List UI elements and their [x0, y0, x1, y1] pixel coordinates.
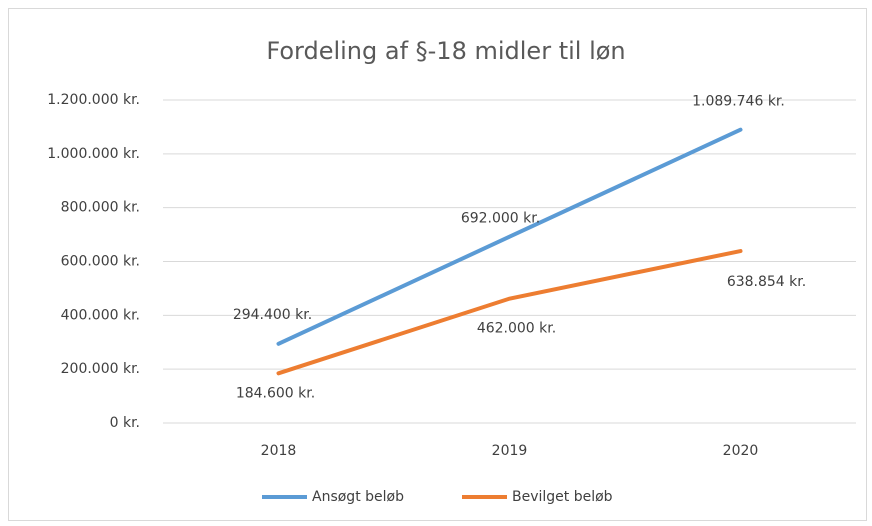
data-label: 638.854 kr. [727, 274, 806, 290]
x-tick-label: 2018 [261, 443, 297, 459]
y-tick-label: 0 kr. [110, 415, 140, 431]
chart-frame [8, 8, 867, 521]
data-label: 462.000 kr. [477, 321, 556, 337]
x-tick-label: 2020 [723, 443, 759, 459]
data-label: 184.600 kr. [236, 385, 315, 401]
data-label: 294.400 kr. [233, 307, 312, 323]
series-line [276, 127, 743, 346]
y-tick-label: 1.200.000 kr. [47, 92, 140, 108]
y-tick-label: 400.000 kr. [61, 307, 140, 323]
series-line [276, 249, 743, 376]
data-label: 1.089.746 kr. [692, 94, 785, 110]
y-tick-label: 200.000 kr. [61, 361, 140, 377]
y-tick-label: 800.000 kr. [61, 200, 140, 216]
y-tick-label: 600.000 kr. [61, 254, 140, 270]
legend-label: Bevilget beløb [512, 489, 613, 505]
x-tick-label: 2019 [492, 443, 528, 459]
legend-label: Ansøgt beløb [312, 489, 404, 505]
chart-title: Fordeling af §-18 midler til løn [266, 37, 625, 65]
y-tick-label: 1.000.000 kr. [47, 146, 140, 162]
data-label: 692.000 kr. [461, 211, 540, 227]
